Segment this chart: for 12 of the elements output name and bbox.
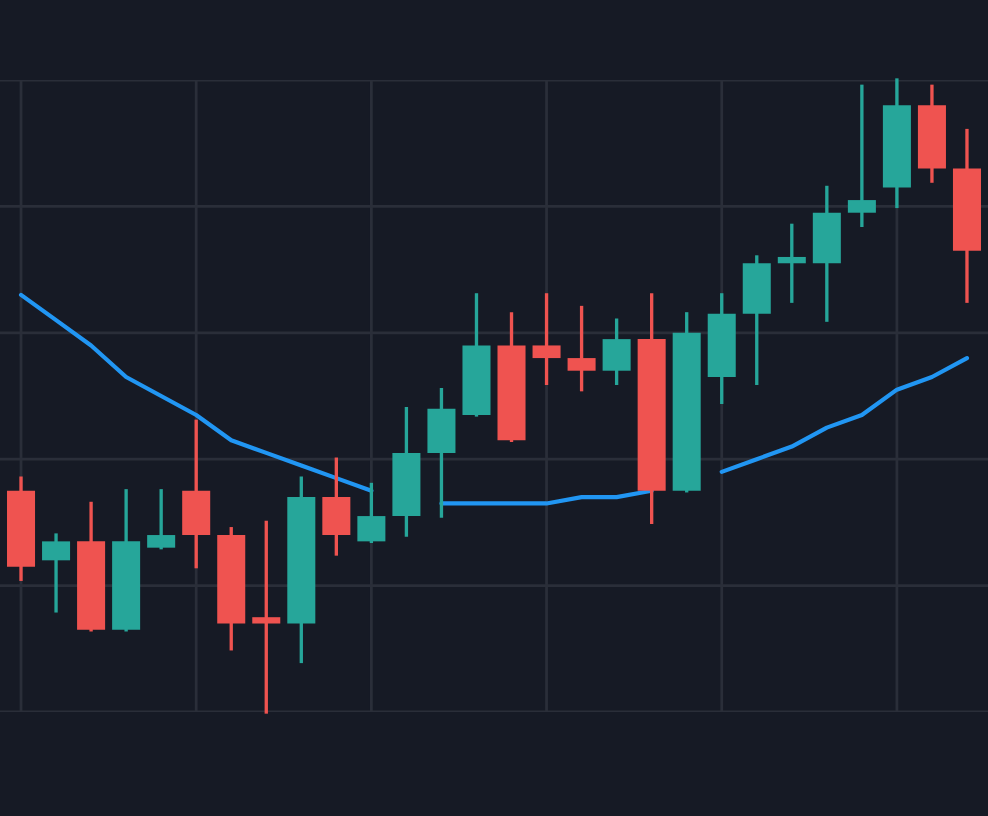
candlestick	[182, 419, 211, 569]
candlestick	[532, 293, 561, 386]
candlestick	[847, 84, 876, 228]
candlestick	[147, 489, 176, 550]
candlestick	[567, 305, 596, 392]
candlestick	[357, 482, 386, 544]
candlestick	[42, 533, 71, 613]
candlestick	[322, 457, 351, 556]
candlestick	[602, 318, 631, 386]
candlestick	[252, 520, 281, 714]
candlestick	[427, 388, 456, 518]
candlestick	[777, 223, 806, 303]
